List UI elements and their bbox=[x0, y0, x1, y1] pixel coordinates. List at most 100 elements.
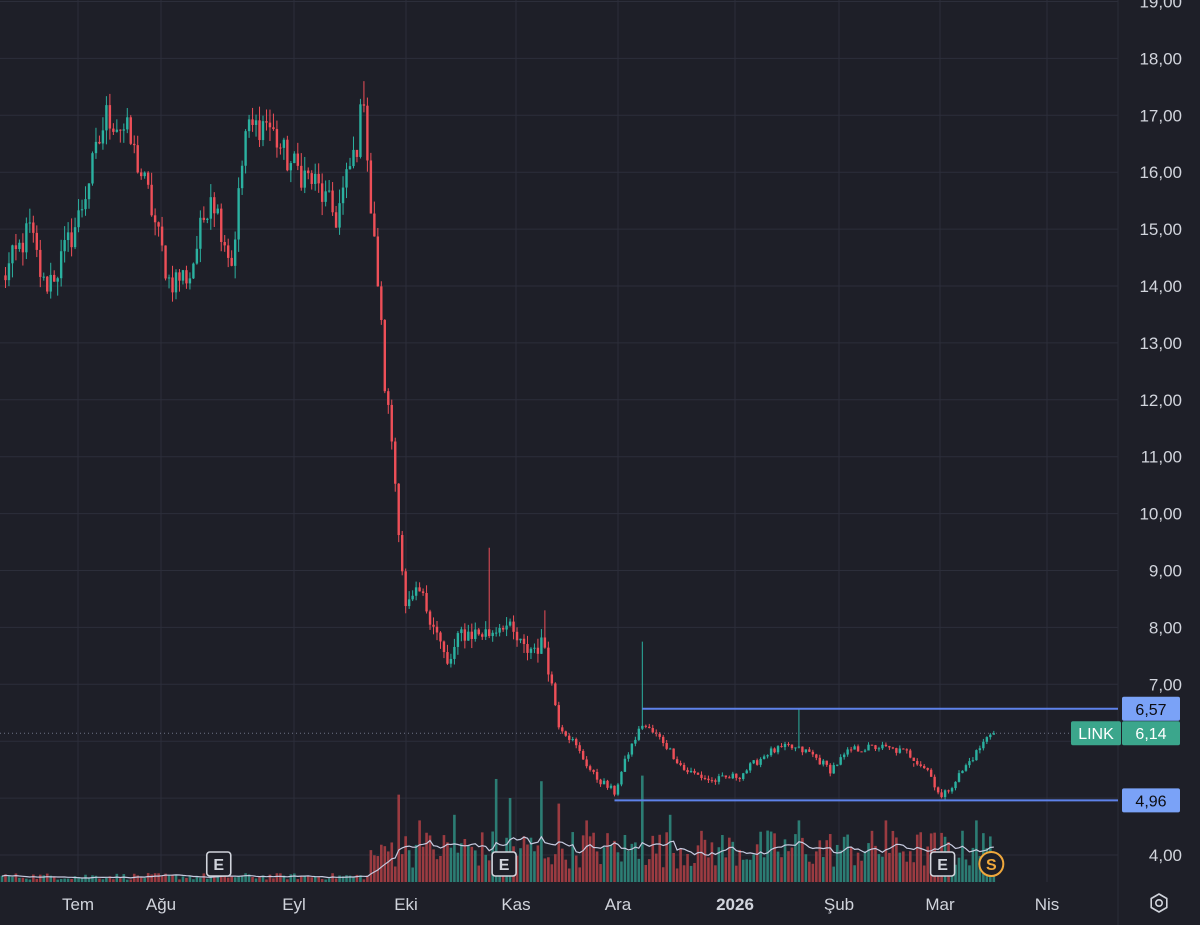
candle-body bbox=[453, 646, 456, 659]
candle bbox=[815, 753, 818, 761]
candle-body bbox=[188, 278, 192, 284]
candle-body bbox=[526, 644, 529, 653]
candle bbox=[627, 752, 630, 762]
volume-bar bbox=[129, 879, 133, 882]
candle-body bbox=[943, 790, 947, 798]
candle-body bbox=[818, 757, 821, 765]
candle bbox=[28, 208, 32, 233]
candle bbox=[978, 745, 982, 754]
volume-bar bbox=[804, 854, 808, 882]
candle bbox=[522, 634, 526, 654]
candle-body bbox=[595, 771, 599, 780]
candle-body bbox=[700, 774, 703, 778]
volume-ma-line bbox=[1, 835, 994, 879]
candle bbox=[307, 167, 310, 180]
grid-lines bbox=[0, 0, 1119, 925]
candle bbox=[613, 785, 616, 797]
candle bbox=[18, 239, 21, 252]
candle-body bbox=[627, 754, 630, 759]
volume-bar bbox=[794, 834, 797, 882]
candle-body bbox=[199, 217, 202, 249]
volume-bar bbox=[463, 839, 467, 882]
earnings-marker: E bbox=[929, 851, 956, 877]
volume-bar bbox=[641, 775, 644, 882]
candle-body bbox=[258, 120, 261, 141]
volume-bar bbox=[21, 877, 25, 882]
candle-body bbox=[247, 119, 251, 132]
candle-body bbox=[905, 749, 908, 751]
volume-bar bbox=[484, 854, 488, 882]
volume-bar bbox=[63, 878, 66, 882]
candle bbox=[689, 767, 693, 773]
candle-body bbox=[160, 226, 164, 246]
volume-bar bbox=[682, 865, 686, 882]
candle bbox=[846, 747, 849, 757]
candle bbox=[923, 764, 926, 769]
candle bbox=[568, 733, 571, 744]
candle-body bbox=[195, 248, 199, 264]
time-axis[interactable]: Tem Ağu Eyl Eki Kas Ara 2026 Şub Mar Nis bbox=[62, 895, 1059, 914]
settings-button[interactable] bbox=[1150, 893, 1168, 913]
volume-bar bbox=[487, 860, 491, 882]
volume-bar bbox=[275, 873, 279, 882]
horizontal-levels[interactable]: 6,57 4,96 LINK 6,14 bbox=[0, 696, 1180, 813]
volume-bar bbox=[908, 851, 912, 882]
volume-bar bbox=[780, 857, 783, 882]
volume-bar bbox=[710, 842, 714, 882]
candle bbox=[470, 623, 473, 649]
candle-body bbox=[101, 130, 105, 144]
candle-body bbox=[762, 756, 766, 759]
candle bbox=[11, 244, 14, 278]
volume-bar bbox=[425, 832, 428, 882]
volume-bar bbox=[915, 834, 919, 882]
volume-bar bbox=[654, 853, 658, 882]
volume-bar bbox=[390, 842, 394, 882]
candle-body bbox=[630, 743, 634, 755]
volume-bar bbox=[56, 879, 59, 882]
candle-body bbox=[689, 770, 693, 773]
volume-bar bbox=[832, 866, 836, 882]
candle-body bbox=[846, 749, 849, 755]
candles bbox=[4, 81, 995, 800]
candle-body bbox=[387, 391, 390, 405]
candle bbox=[648, 723, 651, 729]
time-tick-label: Ağu bbox=[146, 895, 176, 914]
candle-body bbox=[463, 629, 467, 641]
candle-body bbox=[505, 625, 508, 630]
candle-body bbox=[122, 129, 125, 131]
candle bbox=[679, 760, 682, 767]
volume-bar bbox=[35, 878, 39, 882]
candle-body bbox=[759, 758, 762, 765]
volume-bar bbox=[171, 874, 174, 882]
candle bbox=[407, 591, 411, 609]
volume-bars bbox=[0, 775, 996, 882]
volume-bar bbox=[766, 830, 769, 882]
candle-body bbox=[376, 236, 380, 287]
volume-bar bbox=[376, 856, 380, 882]
candle-body bbox=[91, 153, 94, 184]
candle-body bbox=[533, 647, 536, 649]
volume-bar bbox=[98, 878, 101, 882]
candle bbox=[477, 627, 480, 636]
candle-body bbox=[488, 629, 491, 637]
candle bbox=[174, 269, 178, 300]
candle-body bbox=[693, 770, 696, 773]
candle bbox=[348, 157, 352, 170]
candle-body bbox=[766, 755, 769, 757]
candle bbox=[916, 758, 919, 766]
volume-bar bbox=[863, 851, 867, 882]
volume-bar bbox=[313, 876, 317, 882]
candle-body bbox=[35, 232, 38, 250]
candle bbox=[675, 756, 679, 765]
candle bbox=[526, 635, 529, 661]
volume-bar bbox=[18, 877, 21, 882]
candle bbox=[658, 732, 661, 740]
candle-body bbox=[105, 105, 108, 131]
price-axis[interactable]: 19,00 18,00 17,00 16,00 15,00 14,00 13,00 12,00… bbox=[1139, 0, 1182, 865]
volume-bar bbox=[717, 847, 721, 882]
candle bbox=[606, 779, 609, 790]
candle-body bbox=[648, 726, 651, 729]
